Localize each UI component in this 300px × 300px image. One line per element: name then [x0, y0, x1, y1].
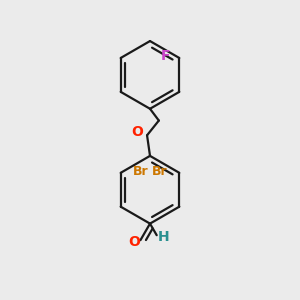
Text: F: F: [161, 49, 170, 63]
Text: O: O: [128, 235, 140, 249]
Text: Br: Br: [133, 165, 148, 178]
Text: O: O: [132, 125, 144, 139]
Text: Br: Br: [152, 165, 167, 178]
Text: H: H: [158, 230, 170, 244]
